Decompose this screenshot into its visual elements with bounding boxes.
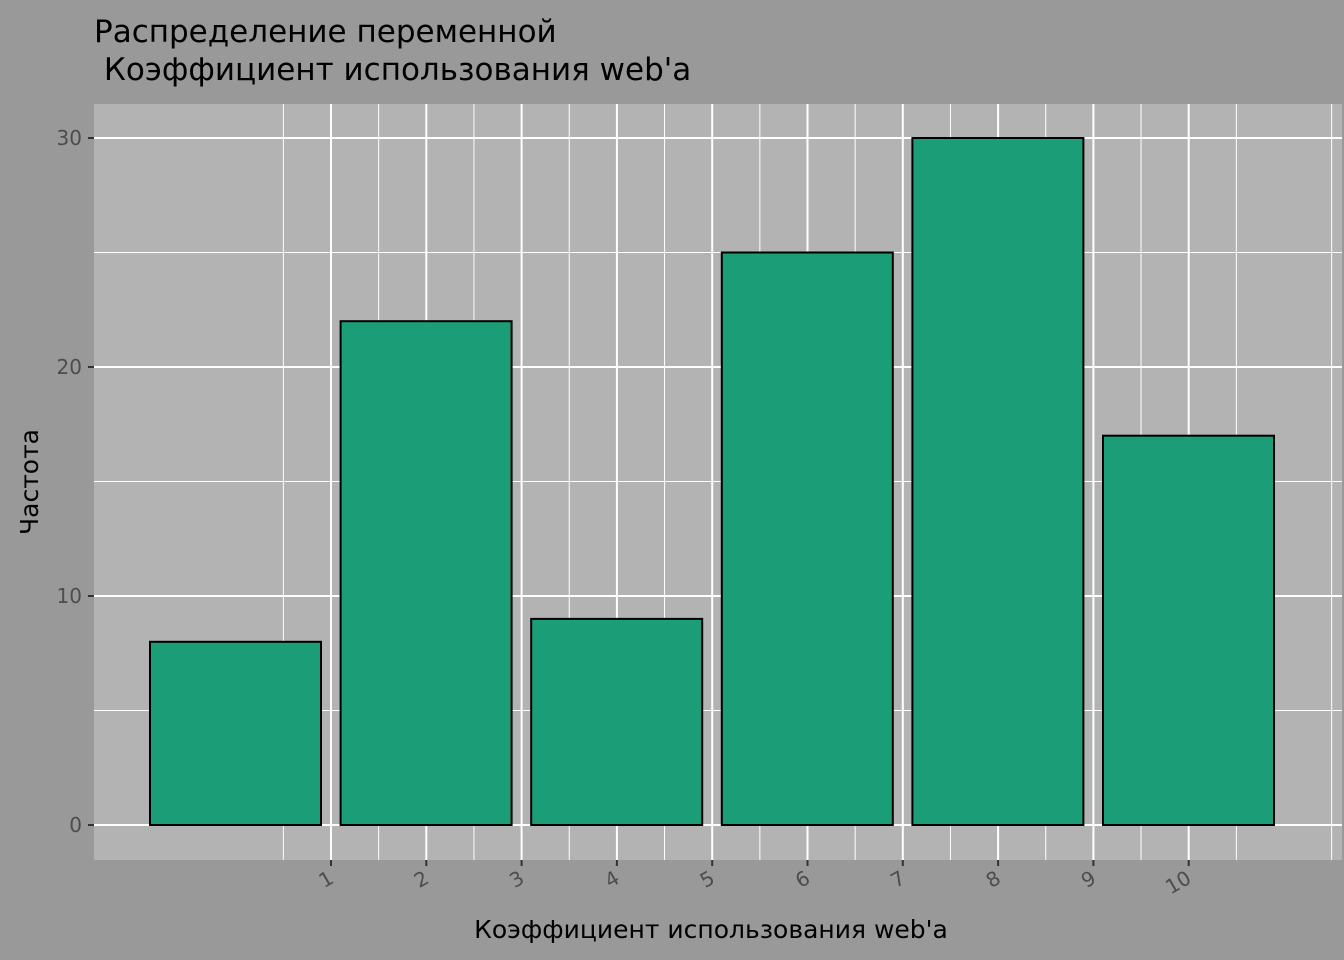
x-tick-label: 8: [982, 866, 1005, 893]
x-tick-label: 7: [886, 866, 909, 893]
y-tick-label: 0: [69, 813, 82, 837]
bar: [530, 617, 704, 827]
x-tick-label: 5: [696, 866, 719, 893]
chart-title-line-1: Распределение переменной: [94, 14, 557, 50]
bar: [911, 137, 1085, 826]
bar: [1102, 434, 1275, 826]
y-axis-title: Частота: [15, 429, 44, 535]
x-tick-label: 9: [1077, 866, 1100, 893]
x-tick-label: 6: [791, 866, 814, 893]
x-tick-label: 4: [600, 866, 623, 893]
x-axis-ticks: 1 2 3 4 5 6 7 8 9 10: [314, 860, 1195, 899]
x-tick-label: 1: [314, 866, 337, 893]
y-tick-label: 30: [57, 126, 82, 150]
bar: [149, 640, 322, 826]
chart-title-line-2: Коэффициент использования web'а: [94, 52, 691, 88]
y-axis-ticks: 0 10 20 30: [57, 126, 94, 837]
x-tick-label: 2: [410, 866, 433, 893]
y-tick-label: 10: [57, 584, 82, 608]
x-axis-title: Коэффициент использования web'а: [474, 915, 948, 944]
bar: [339, 320, 513, 826]
x-tick-label: 10: [1161, 866, 1195, 900]
bar: [720, 251, 894, 826]
chart-title: Распределение переменной Коэффициент исп…: [94, 14, 691, 88]
x-tick-label: 3: [505, 866, 528, 893]
bars: [149, 137, 1275, 827]
y-tick-label: 20: [57, 355, 82, 379]
